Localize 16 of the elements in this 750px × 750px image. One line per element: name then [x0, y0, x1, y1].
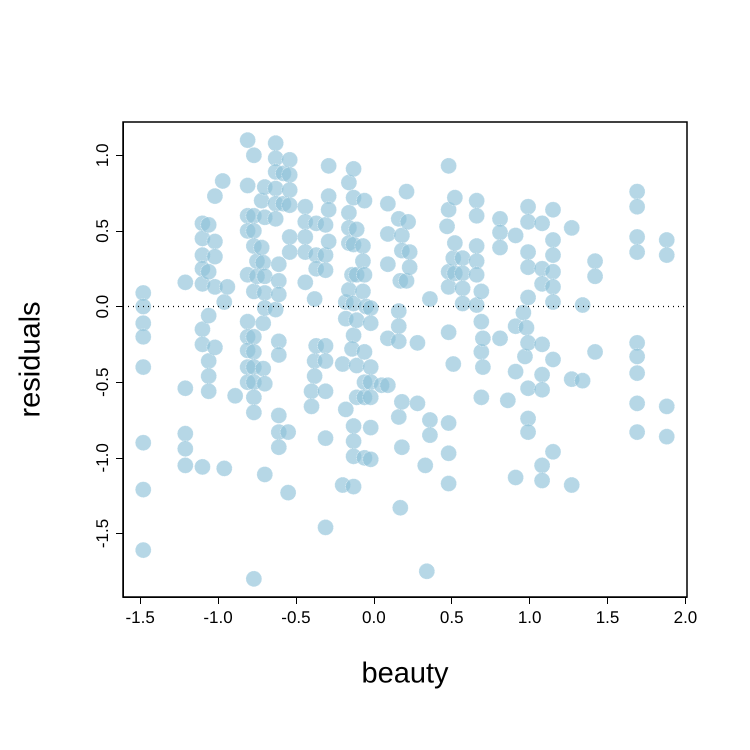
- x-tick-label: 0.0: [362, 608, 386, 627]
- x-tick-label: 2.0: [674, 608, 698, 627]
- y-tick-label: 0.5: [93, 219, 112, 243]
- x-tick-label: -0.5: [281, 608, 311, 627]
- x-tick-label: -1.5: [125, 608, 155, 627]
- y-tick-label: -0.5: [93, 368, 112, 397]
- y-tick-label: 1.0: [93, 143, 112, 168]
- x-tick-label: 0.5: [440, 608, 464, 627]
- x-axis-title: beauty: [361, 658, 450, 690]
- x-tick-label: -1.0: [203, 608, 233, 627]
- y-tick-label: 0.0: [93, 294, 112, 318]
- y-tick-label: -1.5: [93, 518, 112, 548]
- x-tick-label: 1.5: [596, 608, 620, 627]
- y-axis-title: residuals: [14, 301, 46, 418]
- x-tick-label: 1.0: [518, 608, 542, 627]
- y-tick-label: -1.0: [93, 443, 112, 472]
